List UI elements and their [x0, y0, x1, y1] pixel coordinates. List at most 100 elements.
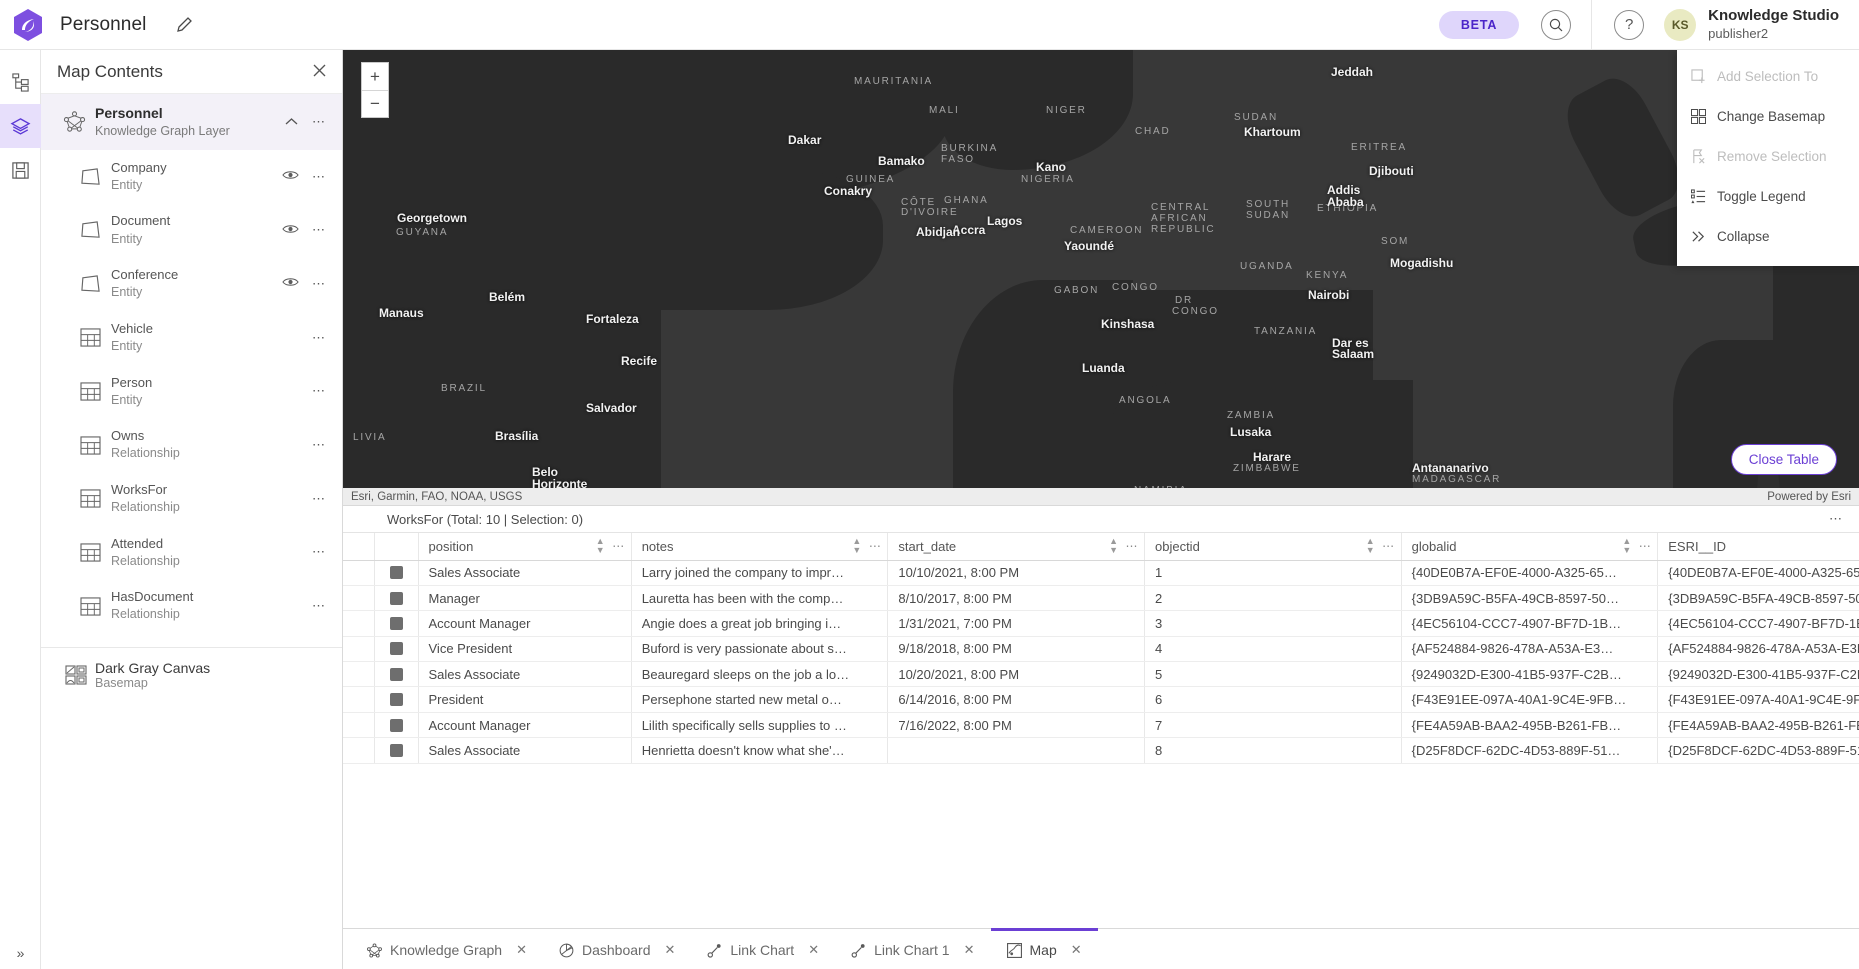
column-header-objectid[interactable]: objectid ▲ ▼ ⋯: [1144, 533, 1402, 561]
column-menu-icon[interactable]: ⋯: [612, 539, 625, 554]
map-country-label: D'IVOIRE: [901, 207, 959, 218]
table-select-all-header[interactable]: [374, 533, 419, 561]
beta-badge[interactable]: BETA: [1438, 10, 1520, 39]
basemap-item[interactable]: Dark Gray Canvas Basemap: [41, 648, 342, 702]
table-row[interactable]: Account Manager Angie does a great job br…: [343, 610, 1859, 637]
close-tab-icon[interactable]: ✕: [1070, 942, 1082, 957]
close-table-button[interactable]: Close Table: [1730, 444, 1837, 475]
close-tab-icon[interactable]: ✕: [664, 942, 676, 957]
context-menu-item-toggle-legend[interactable]: Toggle Legend: [1677, 176, 1859, 216]
zoom-out-button[interactable]: −: [362, 90, 388, 117]
layer-item-document[interactable]: Document Entity ⋯: [41, 203, 342, 257]
layer-item-menu[interactable]: ⋯: [312, 598, 326, 614]
tab-knowledge-graph[interactable]: Knowledge Graph ✕: [351, 928, 543, 969]
table-row[interactable]: Sales Associate Larry joined the company …: [343, 560, 1859, 586]
map-country-label: CENTRAL: [1151, 202, 1211, 213]
layer-item-vehicle[interactable]: Vehicle Entity ⋯: [41, 311, 342, 365]
layer-personnel[interactable]: Personnel Knowledge Graph Layer ⋯: [41, 94, 342, 150]
layer-item-menu[interactable]: ⋯: [312, 437, 326, 453]
sort-icon[interactable]: ▲ ▼: [1109, 536, 1118, 556]
row-select-checkbox[interactable]: [374, 661, 419, 688]
row-select-checkbox[interactable]: [374, 585, 419, 612]
map-zoom-controls[interactable]: + −: [361, 62, 389, 118]
column-header-globalid[interactable]: globalid ▲ ▼ ⋯: [1401, 533, 1659, 561]
layer-item-owns[interactable]: Owns Relationship ⋯: [41, 418, 342, 472]
context-menu-item-add-selection-to: Add Selection To: [1677, 56, 1859, 96]
avatar[interactable]: KS: [1664, 8, 1697, 41]
sort-icon[interactable]: ▲ ▼: [595, 536, 605, 556]
column-menu-icon[interactable]: ⋯: [1382, 539, 1395, 554]
close-tab-icon[interactable]: ✕: [963, 942, 975, 957]
account-info[interactable]: Knowledge Studio publisher2: [1708, 7, 1839, 42]
close-tab-icon[interactable]: ✕: [808, 942, 820, 957]
pencil-icon[interactable]: [174, 14, 196, 36]
layer-item-menu[interactable]: ⋯: [312, 222, 326, 238]
cell-objectid: 3: [1144, 610, 1402, 637]
search-icon[interactable]: [1541, 9, 1572, 40]
tab-dashboard[interactable]: Dashboard ✕: [543, 928, 691, 969]
column-menu-icon[interactable]: ⋯: [1125, 539, 1138, 554]
hexagon-logo-icon: [14, 8, 42, 41]
expand-rail-button[interactable]: »: [16, 945, 25, 961]
row-select-checkbox[interactable]: [374, 560, 419, 586]
table-row[interactable]: Sales Associate Henrietta doesn't know wh…: [343, 737, 1859, 764]
layer-item-menu[interactable]: ⋯: [312, 329, 326, 345]
row-select-checkbox[interactable]: [374, 737, 419, 764]
zoom-in-button[interactable]: +: [362, 63, 388, 90]
table-row[interactable]: Account Manager Lilith specifically sells…: [343, 712, 1859, 739]
row-select-checkbox[interactable]: [374, 636, 419, 663]
layer-item-person[interactable]: Person Entity ⋯: [41, 365, 342, 419]
column-header-position[interactable]: position ▲ ▼ ⋯: [418, 533, 632, 561]
layer-item-name: Conference: [111, 267, 179, 283]
layer-item-menu[interactable]: ⋯: [312, 544, 326, 560]
sort-icon[interactable]: ▲ ▼: [1622, 536, 1632, 556]
map-canvas[interactable]: MAURITANIA MALI NIGER CHAD SUDAN ERITREA BURKI…: [343, 50, 1859, 505]
layer-item-conference[interactable]: Conference Entity ⋯: [41, 257, 342, 311]
row-select-checkbox[interactable]: [374, 610, 419, 637]
table-options-menu[interactable]: ⋯: [1829, 511, 1843, 526]
close-icon[interactable]: [313, 64, 326, 80]
table-row[interactable]: Manager Lauretta has been with the comp… 8…: [343, 585, 1859, 612]
help-icon[interactable]: ?: [1614, 9, 1645, 40]
context-menu-item-change-basemap[interactable]: Change Basemap: [1677, 96, 1859, 136]
layer-item-menu[interactable]: ⋯: [312, 168, 326, 184]
column-header-start_date[interactable]: start_date ▲ ▼ ⋯: [887, 533, 1145, 561]
layer-item-company[interactable]: Company Entity ⋯: [41, 150, 342, 204]
layer-item-hasdocument[interactable]: HasDocument Relationship ⋯: [41, 579, 342, 633]
sidebar-item-layers[interactable]: [0, 104, 41, 148]
column-header-notes[interactable]: notes ▲ ▼ ⋯: [631, 533, 889, 561]
chevron-up-icon[interactable]: [278, 115, 304, 129]
tab-link-chart-1[interactable]: Link Chart 1 ✕: [835, 928, 990, 969]
close-tab-icon[interactable]: ✕: [516, 942, 527, 957]
layer-item-attended[interactable]: Attended Relationship ⋯: [41, 526, 342, 580]
row-select-checkbox[interactable]: [374, 686, 419, 713]
visibility-eye-icon[interactable]: [276, 169, 304, 184]
map-context-menu[interactable]: Add Selection To Change Basemap Remove Sel…: [1677, 50, 1859, 266]
layer-item-menu[interactable]: ⋯: [312, 275, 326, 291]
app-logo[interactable]: [0, 8, 56, 42]
table-row[interactable]: President Persephone started new metal o……: [343, 686, 1859, 713]
layer-item-menu[interactable]: ⋯: [312, 383, 326, 399]
row-select-checkbox[interactable]: [374, 712, 419, 739]
visibility-eye-icon[interactable]: [276, 276, 304, 291]
column-menu-icon[interactable]: ⋯: [868, 539, 882, 554]
table-scroll-area[interactable]: position ▲ ▼ ⋯ notes ▲ ▼ ⋯ start_date ▲ ▼ ⋯ objectid…: [343, 533, 1859, 928]
table-row[interactable]: Sales Associate Beauregard sleeps on the …: [343, 661, 1859, 688]
sort-icon[interactable]: ▲ ▼: [852, 536, 862, 556]
table-row[interactable]: Vice President Buford is very passionate …: [343, 636, 1859, 663]
visibility-eye-icon[interactable]: [276, 223, 304, 238]
layer-item-worksfor[interactable]: WorksFor Relationship ⋯: [41, 472, 342, 526]
column-menu-icon[interactable]: ⋯: [1638, 539, 1652, 554]
layer-item-type: Relationship: [111, 553, 180, 568]
layer-personnel-menu[interactable]: ⋯: [312, 113, 326, 129]
sort-icon[interactable]: ▲ ▼: [1365, 536, 1375, 556]
sidebar-item-graph-schema[interactable]: [0, 60, 41, 104]
tab-link-chart[interactable]: Link Chart ✕: [691, 928, 835, 969]
sidebar-item-save[interactable]: [0, 148, 41, 192]
column-header-ESRI__ID[interactable]: ESRI__ID▲▼⋯: [1657, 533, 1859, 561]
context-menu-item-collapse[interactable]: Collapse: [1677, 216, 1859, 256]
cell-position: Sales Associate: [418, 737, 632, 764]
tab-map[interactable]: Map ✕: [990, 928, 1098, 969]
layer-item-menu[interactable]: ⋯: [312, 490, 326, 506]
map-view[interactable]: MAURITANIA MALI NIGER CHAD SUDAN ERITREA BURKI…: [343, 50, 1859, 505]
